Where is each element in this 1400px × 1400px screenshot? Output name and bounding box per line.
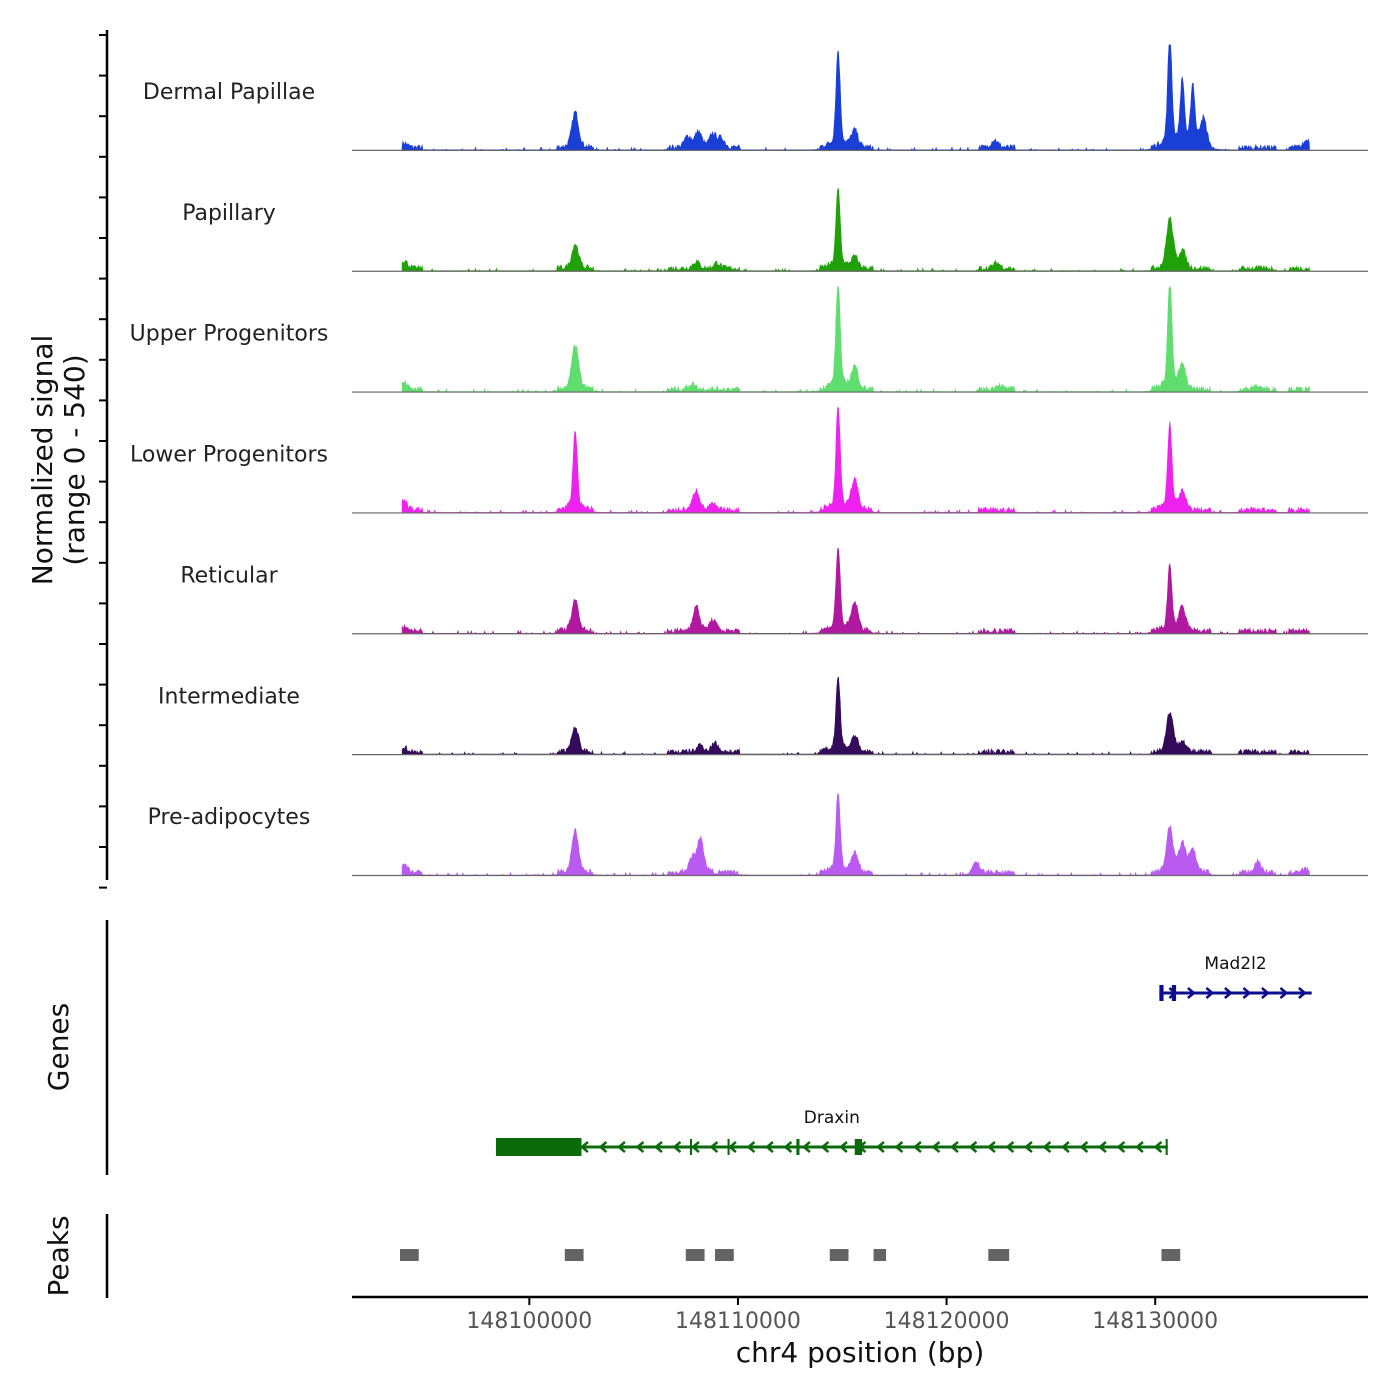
strand-chevron: [1079, 1141, 1089, 1153]
strand-chevron: [1023, 1141, 1033, 1153]
coverage-track: Papillary: [182, 188, 1368, 272]
gene-label: Mad2l2: [1204, 954, 1266, 974]
strand-chevron: [801, 1141, 811, 1153]
peak-region: [564, 1249, 584, 1261]
coverage-track: Upper Progenitors: [130, 286, 1368, 393]
coverage-area: [401, 44, 1310, 151]
strand-chevron: [764, 1141, 774, 1153]
genes-panel: Mad2l2 Draxin: [495, 954, 1312, 1156]
strand-chevron: [1187, 987, 1196, 999]
strand-chevron: [1224, 987, 1233, 999]
coverage-track: Pre-adipocytes: [148, 792, 1368, 877]
strand-chevron: [690, 1141, 700, 1153]
peak-region: [1161, 1249, 1181, 1261]
strand-chevron: [1298, 987, 1307, 999]
peaks-panel-title: Peaks: [42, 1215, 75, 1296]
signal-axis-title-line1: Normalized signal: [26, 335, 59, 586]
strand-chevron: [931, 1141, 941, 1153]
strand-chevron: [949, 1141, 959, 1153]
strand-chevron: [672, 1141, 682, 1153]
strand-chevron: [1097, 1141, 1107, 1153]
strand-chevron: [746, 1141, 756, 1153]
gene-exon: [854, 1139, 863, 1155]
x-axis-ticks: 148100000 148110000 148120000 148130000: [466, 1297, 1218, 1334]
coverage-track: Reticular: [180, 547, 1368, 635]
strand-chevron: [727, 1141, 737, 1153]
strand-chevron: [875, 1141, 885, 1153]
gene-model: Mad2l2: [1159, 954, 1312, 1001]
track-label: Lower Progenitors: [130, 443, 328, 468]
coverage-area: [401, 188, 1310, 272]
strand-chevron: [838, 1141, 848, 1153]
signal-axis-title: Normalized signal (range 0 - 540): [26, 335, 91, 586]
gene-label: Draxin: [804, 1108, 860, 1128]
strand-chevron: [709, 1141, 719, 1153]
coverage-area: [401, 286, 1310, 393]
strand-chevron: [912, 1141, 922, 1153]
strand-chevron: [894, 1141, 904, 1153]
gene-exon: [1171, 985, 1177, 1001]
coverage-area: [401, 792, 1310, 876]
coverage-area: [401, 407, 1310, 514]
strand-chevron: [783, 1141, 793, 1153]
signal-axis-ticks: [99, 34, 107, 889]
strand-chevron: [968, 1141, 978, 1153]
x-axis-title: chr4 position (bp): [736, 1336, 985, 1369]
gene-exon: [796, 1139, 800, 1155]
x-tick-label: 148130000: [1092, 1309, 1218, 1334]
peak-region: [988, 1249, 1010, 1261]
coverage-area: [401, 547, 1310, 635]
coverage-track: Dermal Papillae: [143, 44, 1368, 151]
strand-chevron: [1134, 1141, 1144, 1153]
strand-chevron: [653, 1141, 663, 1153]
strand-chevron: [1242, 987, 1252, 999]
coverage-track: Intermediate: [158, 676, 1368, 756]
coverage-track: Lower Progenitors: [130, 407, 1368, 514]
strand-chevron: [1279, 987, 1289, 999]
peak-region: [399, 1249, 419, 1261]
gene-exon: [689, 1139, 693, 1155]
signal-axis-title-line2: (range 0 - 540): [58, 354, 91, 565]
strand-chevron: [1116, 1141, 1126, 1153]
gene-exon: [495, 1138, 582, 1156]
strand-chevron: [1005, 1141, 1015, 1153]
track-label: Intermediate: [158, 684, 300, 709]
peak-region: [685, 1249, 705, 1261]
strand-chevron: [579, 1141, 589, 1153]
gene-exon: [1159, 985, 1164, 1001]
x-tick-label: 148100000: [466, 1309, 592, 1334]
x-tick-label: 148110000: [675, 1309, 801, 1334]
strand-chevron: [1205, 987, 1215, 999]
strand-chevron: [1153, 1141, 1163, 1153]
strand-chevron: [616, 1141, 626, 1153]
track-label: Reticular: [180, 563, 278, 588]
gene-exon: [727, 1139, 730, 1155]
strand-chevron: [820, 1141, 830, 1153]
strand-chevron: [986, 1141, 996, 1153]
peak-region: [829, 1249, 849, 1261]
peaks-panel: [399, 1249, 1181, 1261]
strand-chevron: [1261, 987, 1270, 999]
strand-chevron: [1060, 1141, 1070, 1153]
track-label: Dermal Papillae: [143, 80, 315, 105]
genes-panel-title: Genes: [42, 1003, 75, 1091]
track-label: Upper Progenitors: [130, 322, 329, 347]
coverage-area: [401, 676, 1311, 756]
gene-model: Draxin: [495, 1108, 1168, 1156]
track-label: Papillary: [182, 201, 276, 226]
x-tick-label: 148120000: [884, 1309, 1010, 1334]
strand-chevron: [635, 1141, 645, 1153]
strand-chevron: [598, 1141, 608, 1153]
peak-region: [873, 1249, 887, 1261]
track-label: Pre-adipocytes: [148, 805, 311, 830]
gene-exon: [1165, 1139, 1168, 1155]
peak-region: [715, 1249, 734, 1261]
coverage-tracks: Dermal Papillae Papillary Upper Progenitor…: [130, 44, 1368, 877]
strand-chevron: [1042, 1141, 1052, 1153]
